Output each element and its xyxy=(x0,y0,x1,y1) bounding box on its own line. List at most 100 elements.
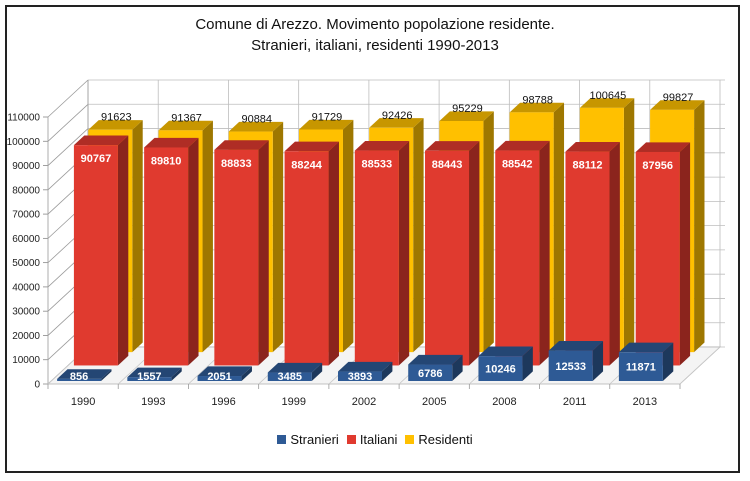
data-label-residenti: 92426 xyxy=(382,110,413,122)
y-tick-label: 80000 xyxy=(12,185,40,196)
bar-top xyxy=(127,367,182,378)
bar-stranieri: 10246 xyxy=(478,346,533,381)
bar-top xyxy=(478,346,533,357)
bar-top xyxy=(267,362,323,373)
bars: 91623 91367 90884 91729 92426 95229 98788 10064… xyxy=(57,90,705,383)
legend-item-italiani: Italiani xyxy=(346,432,398,447)
bar-side xyxy=(413,118,424,353)
data-label-italiani: 88542 xyxy=(502,159,533,171)
side-gridline xyxy=(47,79,89,118)
bar-top xyxy=(548,340,604,351)
bar-stranieri: 3485 xyxy=(267,362,323,383)
bar-stranieri: 3893 xyxy=(338,361,393,383)
bar-front xyxy=(425,150,470,366)
y-tick-label: 60000 xyxy=(12,234,40,245)
bar-italiani: 88542 xyxy=(495,140,550,366)
x-tick-label: 2008 xyxy=(492,396,516,408)
y-tick-label: 50000 xyxy=(12,258,40,269)
bar-stranieri: 11871 xyxy=(618,342,674,381)
bar-side xyxy=(483,111,494,353)
bar-front xyxy=(144,147,189,366)
data-label-stranieri: 10246 xyxy=(485,364,516,376)
data-label-italiani: 89810 xyxy=(151,155,182,167)
data-label-italiani: 88833 xyxy=(221,158,252,170)
bar-top xyxy=(88,120,143,130)
bar-front xyxy=(354,150,399,366)
data-label-italiani: 88443 xyxy=(432,159,463,171)
bar-side xyxy=(117,135,129,366)
legend-label: Stranieri xyxy=(290,432,339,447)
bar-side xyxy=(539,140,550,366)
x-tick-label: 2005 xyxy=(422,396,446,408)
bar-top xyxy=(57,369,112,379)
data-label-residenti: 95229 xyxy=(452,103,483,115)
legend-item-stranieri: Stranieri xyxy=(277,432,339,447)
bar-side xyxy=(382,361,393,381)
data-label-stranieri: 12533 xyxy=(555,361,586,373)
bar-front xyxy=(618,352,663,381)
data-label-stranieri: 2051 xyxy=(207,371,231,383)
x-tick-label: 2002 xyxy=(352,396,376,408)
bar-side xyxy=(101,369,112,381)
bar-stranieri: 1557 xyxy=(127,367,182,383)
bar-front xyxy=(495,150,540,366)
x-tick-label: 1990 xyxy=(71,396,95,408)
data-label-stranieri: 1557 xyxy=(137,371,161,383)
bar-italiani: 88112 xyxy=(565,141,620,366)
bar-front xyxy=(284,151,329,366)
legend-label: Italiani xyxy=(359,432,398,447)
y-tick-label: 40000 xyxy=(12,282,40,293)
bar-top xyxy=(228,121,284,132)
x-tick-label: 1996 xyxy=(211,396,235,408)
bar-italiani: 87956 xyxy=(635,142,691,366)
legend-swatch xyxy=(405,435,415,444)
bar-top xyxy=(579,98,635,108)
bar-top xyxy=(144,137,199,148)
data-label-italiani: 87956 xyxy=(642,160,673,172)
bar-top xyxy=(354,140,410,151)
bar-top xyxy=(73,135,129,146)
bar-front xyxy=(73,145,118,366)
x-tick-label: 2013 xyxy=(633,396,657,408)
legend: Stranieri Italiani Residenti xyxy=(0,432,750,447)
bar-top xyxy=(425,141,480,151)
bar-front xyxy=(338,371,382,381)
bar-front xyxy=(214,149,259,366)
bar-side xyxy=(328,141,339,366)
bar-side xyxy=(171,367,182,381)
data-label-residenti: 90884 xyxy=(241,114,272,126)
bar-top xyxy=(495,140,550,151)
data-label-stranieri: 3485 xyxy=(278,371,302,383)
bar-side xyxy=(342,119,354,353)
y-tick-label: 30000 xyxy=(12,307,40,318)
bar-side xyxy=(662,342,674,381)
bar-top xyxy=(284,141,339,152)
legend-item-residenti: Residenti xyxy=(405,432,473,447)
bar-front xyxy=(57,378,102,381)
y-tick-label: 0 xyxy=(34,380,40,391)
data-label-stranieri: 3893 xyxy=(348,371,372,383)
bar-stranieri: 6786 xyxy=(408,354,463,381)
bar-top xyxy=(214,140,269,150)
y-tick-label: 20000 xyxy=(12,331,40,342)
data-label-residenti: 99827 xyxy=(663,92,694,104)
data-label-italiani: 88112 xyxy=(572,160,602,172)
bar-side xyxy=(452,354,463,381)
bar-top xyxy=(618,342,674,353)
chart-title-block: Comune di Arezzo. Movimento popolazione … xyxy=(0,14,750,56)
bar-front xyxy=(197,376,242,381)
bar-side xyxy=(694,100,705,353)
y-tick-label: 110000 xyxy=(7,113,40,124)
data-label-italiani: 90767 xyxy=(81,153,112,165)
floor-divider xyxy=(679,346,721,385)
bar-stranieri: 12533 xyxy=(548,340,604,381)
legend-label: Residenti xyxy=(418,432,473,447)
bar-front xyxy=(127,377,172,381)
bar-top xyxy=(635,142,691,152)
legend-swatch xyxy=(346,435,356,444)
side-gridline xyxy=(47,103,89,142)
bar-top xyxy=(509,102,565,113)
bar-front xyxy=(635,151,680,366)
side-gridline xyxy=(47,128,89,166)
bar-top xyxy=(298,119,354,130)
